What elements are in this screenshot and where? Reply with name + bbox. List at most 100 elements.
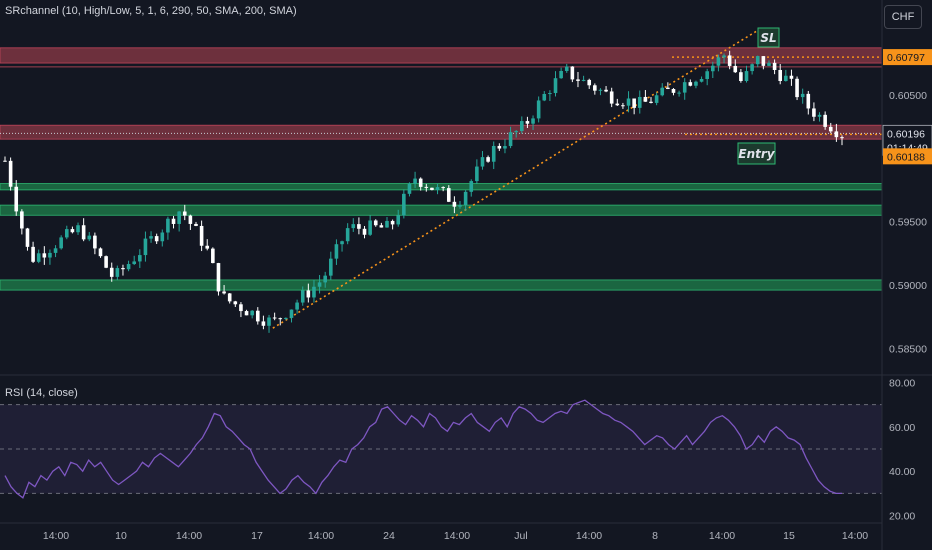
candle-body: [199, 225, 204, 246]
candle-body: [121, 268, 125, 270]
candle-body: [402, 193, 406, 216]
time-tick-label: 14:00: [308, 530, 334, 542]
indicator-label[interactable]: SRchannel (10, High/Low, 5, 1, 6, 290, 5…: [5, 5, 297, 17]
candle-body: [177, 211, 181, 224]
candle-body: [559, 70, 563, 79]
candle-body: [598, 89, 603, 91]
candle-body: [435, 187, 440, 190]
candle-body: [362, 228, 367, 235]
candle-body: [593, 85, 597, 91]
candle-body: [289, 309, 294, 318]
candle-body: [452, 201, 457, 207]
price-tick-label: 0.58500: [889, 343, 927, 355]
candle-body: [14, 186, 19, 212]
candle-body: [840, 137, 844, 139]
candle-body: [666, 87, 670, 89]
candle-body: [222, 291, 226, 294]
entry-price-tag: 0.60188: [887, 151, 925, 163]
candle-body: [615, 103, 620, 106]
candle-body: [317, 282, 322, 287]
candle-body: [812, 108, 816, 117]
candle-body: [761, 56, 766, 66]
candle-body: [373, 220, 378, 226]
candle-body: [739, 72, 743, 82]
candle-body: [53, 248, 58, 253]
dotted-levels: [0, 56, 882, 136]
candle-body: [733, 65, 738, 73]
candle-body: [295, 302, 299, 310]
candle-body: [345, 228, 350, 242]
candle-body: [418, 178, 423, 187]
candle-body: [3, 160, 7, 162]
sl-label: SL: [760, 31, 776, 45]
entry-label-box: [737, 142, 776, 165]
rsi-tick-label: 20.00: [889, 511, 915, 523]
support-zone-1: [0, 204, 883, 216]
candle-body: [160, 232, 165, 242]
candle-body: [194, 223, 198, 226]
candle-body: [109, 267, 114, 277]
sr-zones: [0, 47, 883, 291]
sl-price-tag-bg: [883, 49, 932, 66]
candle-body: [475, 166, 479, 182]
time-tick-label: 15: [783, 530, 795, 542]
candle-body: [76, 225, 80, 233]
candle-body: [587, 79, 592, 86]
candle-body: [36, 253, 41, 262]
candle-body: [239, 304, 243, 312]
candle-body: [553, 78, 558, 94]
candle-body: [548, 93, 552, 95]
candle-body: [778, 69, 783, 81]
candle-body: [211, 248, 215, 264]
candle-body: [514, 131, 518, 133]
candle-body: [126, 264, 131, 270]
candle-body: [278, 318, 283, 320]
candle-body: [59, 237, 63, 249]
resistance-zone-0: [0, 47, 883, 64]
candle-body: [244, 311, 249, 316]
candle-body: [115, 268, 120, 277]
candle-body: [604, 89, 608, 92]
candle-body: [70, 229, 75, 233]
candle-body: [8, 160, 13, 187]
candle-body: [722, 55, 726, 58]
time-tick-label: Jul: [514, 530, 527, 542]
candle-body: [284, 317, 288, 319]
candle-body: [166, 218, 170, 233]
candle-body: [772, 62, 777, 70]
candle-body: [469, 181, 474, 192]
candle-body: [570, 66, 575, 80]
candle-body: [564, 66, 569, 71]
time-tick-label: 17: [251, 530, 263, 542]
candle-body: [491, 145, 496, 162]
rsi-tick-label: 60.00: [889, 422, 915, 434]
candle-body: [767, 62, 771, 66]
entry-label: Entry: [738, 147, 775, 161]
time-tick-label: 14:00: [842, 530, 868, 542]
candle-body: [834, 131, 839, 138]
entry-price-tag-bg: [883, 148, 932, 165]
candle-body: [632, 98, 636, 108]
candle-body: [441, 187, 445, 189]
candle-body: [643, 96, 648, 102]
candle-body: [716, 57, 721, 66]
candle-body: [699, 78, 704, 82]
candle-body: [334, 244, 339, 259]
candle-body: [789, 75, 794, 79]
candle-body: [87, 235, 92, 240]
candle-body: [446, 188, 451, 202]
candle-body: [154, 236, 159, 242]
currency-button[interactable]: CHF: [884, 5, 922, 29]
candle-body: [682, 82, 687, 93]
candle-body: [531, 118, 535, 124]
candle-body: [458, 205, 462, 207]
time-tick-label: 14:00: [709, 530, 735, 542]
time-tick-label: 14:00: [43, 530, 69, 542]
candle-body: [688, 82, 693, 86]
candle-body: [267, 317, 271, 326]
rsi-label[interactable]: RSI (14, close): [5, 387, 78, 399]
candle-body: [379, 225, 384, 228]
resistance-zone-1: [0, 124, 883, 140]
